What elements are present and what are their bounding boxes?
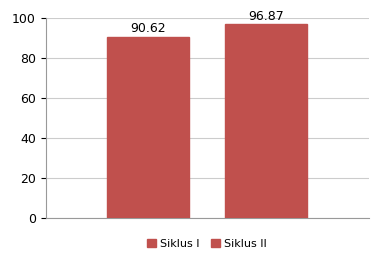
Bar bbox=[107, 37, 190, 218]
Text: 96.87: 96.87 bbox=[248, 10, 284, 23]
Bar bbox=[225, 24, 307, 218]
Legend: Siklus I, Siklus II: Siklus I, Siklus II bbox=[147, 239, 267, 249]
Text: 90.62: 90.62 bbox=[131, 22, 166, 35]
